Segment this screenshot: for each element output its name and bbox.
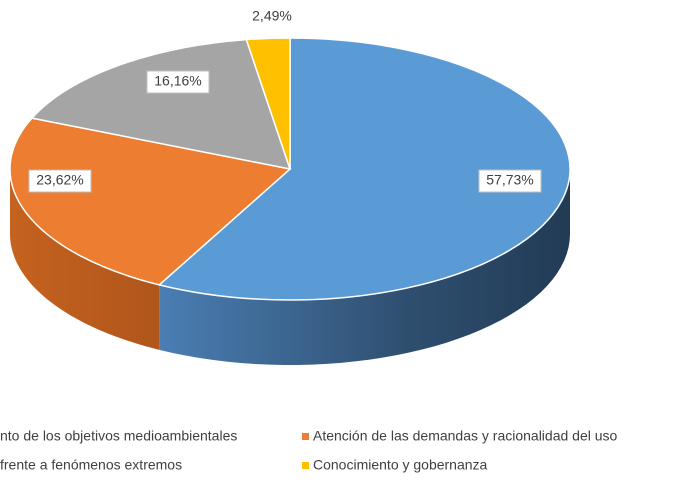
slice xyxy=(245,37,291,170)
slice xyxy=(9,117,292,286)
slice xyxy=(30,38,292,170)
legend-swatch xyxy=(302,433,309,440)
legend-swatch xyxy=(302,462,309,469)
slice-side xyxy=(10,169,160,350)
legend-label: Atención de las demandas y racionalidad … xyxy=(313,428,618,444)
label-box xyxy=(478,169,542,193)
legend-label: frente a fenómenos extremos xyxy=(0,457,182,473)
data-label: 57,73% xyxy=(486,172,533,188)
legend-label: nto de los objetivos medioambientales xyxy=(0,428,237,444)
label-box xyxy=(146,70,210,94)
slice xyxy=(157,37,571,301)
legend-label: Conocimiento y gobernanza xyxy=(313,457,488,473)
data-label: 23,62% xyxy=(36,172,83,188)
label-box xyxy=(28,169,92,193)
data-label: 2,49% xyxy=(252,8,292,24)
data-label: 16,16% xyxy=(154,73,201,89)
slice-side xyxy=(159,169,570,365)
